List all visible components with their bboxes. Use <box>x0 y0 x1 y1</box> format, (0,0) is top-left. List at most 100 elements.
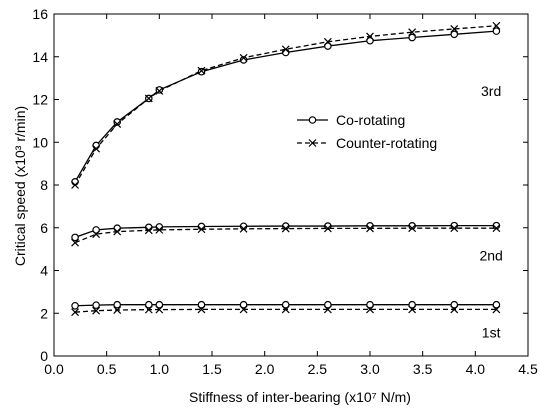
mode-label-1st: 1st <box>482 324 501 340</box>
data-point-counter-rotating-1st <box>408 305 417 314</box>
y-tick-label: 2 <box>40 305 48 321</box>
data-point-counter-rotating-1st <box>450 305 459 314</box>
legend-marker-counter-rotating <box>308 139 317 147</box>
data-point-counter-rotating-3rd <box>281 45 290 54</box>
data-point-co-rotating-1st <box>92 301 100 309</box>
data-point-counter-rotating-3rd <box>197 66 206 75</box>
data-point-counter-rotating-1st <box>113 306 122 314</box>
x-tick-label: 4.5 <box>518 361 538 377</box>
data-point-co-rotating-3rd <box>197 67 206 76</box>
mode-label-3rd: 3rd <box>481 83 501 99</box>
data-point-co-rotating-3rd <box>92 141 100 150</box>
data-point-counter-rotating-1st <box>155 305 164 314</box>
data-point-counter-rotating-2nd <box>197 225 206 234</box>
data-point-co-rotating-2nd <box>92 226 100 234</box>
data-point-counter-rotating-2nd <box>366 224 374 233</box>
legend-marker-co-rotating <box>308 116 317 124</box>
data-point-counter-rotating-2nd <box>323 224 332 233</box>
data-point-counter-rotating-2nd <box>450 224 459 233</box>
data-point-co-rotating-3rd <box>281 48 290 57</box>
data-point-counter-rotating-2nd <box>155 225 164 234</box>
data-point-co-rotating-1st <box>239 300 248 309</box>
data-point-co-rotating-1st <box>408 300 416 309</box>
data-point-counter-rotating-2nd <box>492 224 501 233</box>
data-point-co-rotating-1st <box>71 301 79 310</box>
data-point-counter-rotating-1st <box>281 305 290 314</box>
data-point-counter-rotating-2nd <box>92 230 101 239</box>
data-point-co-rotating-3rd <box>239 56 248 64</box>
data-point-co-rotating-3rd <box>492 27 501 35</box>
data-point-counter-rotating-3rd <box>113 120 122 129</box>
y-tick-label: 14 <box>32 49 48 65</box>
data-point-counter-rotating-3rd <box>144 94 153 103</box>
series-line-counter-rotating-2nd <box>74 227 497 244</box>
data-point-counter-rotating-1st <box>366 305 374 314</box>
data-point-co-rotating-2nd <box>71 233 79 242</box>
data-point-counter-rotating-2nd <box>71 238 79 247</box>
data-point-co-rotating-2nd <box>324 222 332 230</box>
y-tick-label: 12 <box>32 92 48 108</box>
data-point-co-rotating-2nd <box>408 222 416 230</box>
data-point-counter-rotating-2nd <box>144 226 153 235</box>
data-point-counter-rotating-1st <box>144 305 153 314</box>
data-point-counter-rotating-1st <box>323 305 332 314</box>
data-point-counter-rotating-1st <box>239 305 248 314</box>
data-point-counter-rotating-3rd <box>71 181 79 189</box>
y-tick-label: 10 <box>32 134 48 150</box>
x-tick-label: 1.0 <box>150 361 170 377</box>
data-point-co-rotating-3rd <box>71 177 79 186</box>
legend-label-co-rotating: Co-rotating <box>336 112 405 128</box>
data-point-counter-rotating-1st <box>92 306 101 315</box>
data-point-counter-rotating-2nd <box>281 224 290 233</box>
data-point-counter-rotating-3rd <box>366 32 374 41</box>
x-axis-title: Stiffness of inter-bearing (x10⁷ N/m) <box>189 389 411 405</box>
data-point-co-rotating-1st <box>145 300 153 309</box>
x-tick-label: 2.5 <box>308 361 328 377</box>
x-tick-label: 0.5 <box>97 361 117 377</box>
y-tick-label: 0 <box>40 348 48 364</box>
data-point-co-rotating-3rd <box>155 86 164 94</box>
data-point-co-rotating-1st <box>324 300 332 309</box>
data-point-counter-rotating-3rd <box>155 87 164 95</box>
y-tick-label: 4 <box>40 263 48 279</box>
y-tick-label: 6 <box>40 220 48 236</box>
legend-label-counter-rotating: Counter-rotating <box>336 135 437 151</box>
data-point-counter-rotating-2nd <box>239 224 248 233</box>
x-tick-label: 4.0 <box>466 361 486 377</box>
data-point-co-rotating-3rd <box>324 42 332 50</box>
data-point-co-rotating-1st <box>366 300 374 309</box>
data-point-counter-rotating-3rd <box>239 53 248 62</box>
y-axis-title: Critical speed (x10³ r/min) <box>12 106 28 266</box>
data-point-co-rotating-1st <box>197 300 206 309</box>
data-point-co-rotating-3rd <box>450 30 459 39</box>
x-tick-label: 1.5 <box>202 361 222 377</box>
data-point-co-rotating-1st <box>450 300 459 309</box>
data-point-co-rotating-1st <box>155 300 164 309</box>
data-point-counter-rotating-3rd <box>323 37 332 46</box>
y-tick-label: 8 <box>40 177 48 193</box>
data-point-counter-rotating-3rd <box>492 21 501 30</box>
data-point-counter-rotating-1st <box>71 308 79 317</box>
x-tick-label: 2.0 <box>255 361 275 377</box>
data-point-co-rotating-1st <box>492 300 501 309</box>
data-point-counter-rotating-1st <box>492 305 501 314</box>
data-point-co-rotating-3rd <box>408 33 416 42</box>
data-point-counter-rotating-3rd <box>92 144 101 153</box>
data-point-co-rotating-1st <box>113 300 122 309</box>
x-tick-label: 3.5 <box>413 361 433 377</box>
data-point-counter-rotating-2nd <box>408 224 417 233</box>
data-point-counter-rotating-2nd <box>113 227 122 236</box>
x-tick-label: 3.0 <box>360 361 380 377</box>
data-point-co-rotating-3rd <box>113 118 122 126</box>
y-tick-label: 16 <box>32 6 48 22</box>
data-point-counter-rotating-1st <box>197 305 206 314</box>
data-point-co-rotating-1st <box>281 300 290 309</box>
x-tick-label: 0.0 <box>44 361 64 377</box>
data-point-co-rotating-2nd <box>113 224 122 232</box>
mode-label-2nd: 2nd <box>479 248 502 264</box>
data-point-co-rotating-3rd <box>366 36 374 45</box>
data-point-counter-rotating-3rd <box>450 25 459 33</box>
data-point-counter-rotating-3rd <box>408 28 417 37</box>
